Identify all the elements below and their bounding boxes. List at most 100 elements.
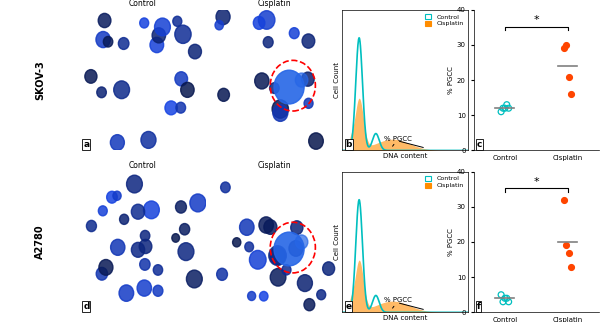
Text: *: * xyxy=(534,177,539,187)
Point xyxy=(561,243,571,248)
Text: % PGCC: % PGCC xyxy=(384,136,412,146)
Circle shape xyxy=(270,83,279,93)
Circle shape xyxy=(126,175,142,193)
Point xyxy=(502,296,512,301)
Circle shape xyxy=(113,191,121,200)
Circle shape xyxy=(165,101,177,115)
Circle shape xyxy=(309,133,323,149)
Point xyxy=(564,250,574,255)
Point xyxy=(564,74,574,79)
Circle shape xyxy=(255,73,269,89)
Circle shape xyxy=(111,239,125,255)
Circle shape xyxy=(274,232,304,266)
Circle shape xyxy=(173,16,182,26)
Text: % PGCC: % PGCC xyxy=(384,298,412,308)
Text: a: a xyxy=(83,140,90,149)
Text: Control: Control xyxy=(129,161,157,170)
Circle shape xyxy=(301,72,314,86)
Circle shape xyxy=(189,44,201,59)
Circle shape xyxy=(245,242,253,252)
Circle shape xyxy=(215,21,223,30)
Point xyxy=(504,106,514,111)
X-axis label: DNA content: DNA content xyxy=(383,153,427,159)
Legend: Control, Cisplatin: Control, Cisplatin xyxy=(424,13,465,28)
Circle shape xyxy=(140,18,149,28)
Circle shape xyxy=(180,223,190,235)
Circle shape xyxy=(140,259,150,270)
Circle shape xyxy=(217,268,227,280)
Point xyxy=(559,197,569,202)
Circle shape xyxy=(304,98,313,109)
Circle shape xyxy=(304,298,315,311)
Point xyxy=(504,299,514,304)
Point xyxy=(566,264,576,269)
Text: e: e xyxy=(345,302,352,311)
Circle shape xyxy=(270,247,286,264)
Text: f: f xyxy=(477,302,480,311)
Point xyxy=(496,292,506,297)
Circle shape xyxy=(272,100,289,118)
Y-axis label: Cell Count: Cell Count xyxy=(333,224,339,260)
Circle shape xyxy=(253,16,265,29)
Circle shape xyxy=(289,28,299,39)
Circle shape xyxy=(270,269,286,286)
Circle shape xyxy=(295,235,308,249)
Circle shape xyxy=(273,105,288,121)
Circle shape xyxy=(302,34,315,48)
Point xyxy=(561,42,571,47)
Circle shape xyxy=(216,9,230,25)
Point xyxy=(498,106,508,111)
Circle shape xyxy=(218,88,229,101)
Point xyxy=(500,296,510,301)
Circle shape xyxy=(259,217,273,233)
Circle shape xyxy=(131,242,145,257)
Text: *: * xyxy=(534,15,539,25)
Circle shape xyxy=(139,239,152,253)
Circle shape xyxy=(240,219,254,235)
Circle shape xyxy=(153,285,163,296)
Circle shape xyxy=(103,36,113,47)
Circle shape xyxy=(176,102,186,113)
Circle shape xyxy=(85,70,97,83)
Circle shape xyxy=(87,220,96,232)
Circle shape xyxy=(137,280,151,296)
Y-axis label: % PGCC: % PGCC xyxy=(448,228,454,256)
Circle shape xyxy=(249,251,266,269)
Circle shape xyxy=(298,275,312,291)
Circle shape xyxy=(175,25,191,43)
Circle shape xyxy=(269,246,286,265)
Circle shape xyxy=(96,267,108,280)
Circle shape xyxy=(295,73,308,87)
Circle shape xyxy=(143,201,159,219)
Text: Cisplatin: Cisplatin xyxy=(257,0,291,8)
Circle shape xyxy=(258,11,275,29)
Circle shape xyxy=(186,270,202,288)
Circle shape xyxy=(175,72,188,86)
Y-axis label: % PGCC: % PGCC xyxy=(448,66,454,94)
Circle shape xyxy=(119,38,129,50)
Circle shape xyxy=(97,87,106,98)
Circle shape xyxy=(282,265,291,275)
Circle shape xyxy=(99,206,107,216)
Circle shape xyxy=(99,260,113,275)
Point xyxy=(566,91,576,97)
Circle shape xyxy=(274,70,304,104)
Point xyxy=(498,299,508,304)
Circle shape xyxy=(172,234,180,242)
Legend: Control, Cisplatin: Control, Cisplatin xyxy=(424,175,465,190)
Text: c: c xyxy=(477,140,482,149)
Circle shape xyxy=(110,135,125,150)
Circle shape xyxy=(247,291,256,300)
Circle shape xyxy=(175,201,186,213)
Circle shape xyxy=(141,131,156,148)
Circle shape xyxy=(152,28,166,43)
Circle shape xyxy=(106,191,117,203)
Circle shape xyxy=(114,81,129,99)
Point xyxy=(496,109,506,114)
Circle shape xyxy=(317,290,325,300)
Point xyxy=(500,106,510,111)
Text: A2780: A2780 xyxy=(35,225,45,259)
Circle shape xyxy=(289,241,303,256)
Text: d: d xyxy=(83,302,90,311)
Circle shape xyxy=(260,291,268,301)
